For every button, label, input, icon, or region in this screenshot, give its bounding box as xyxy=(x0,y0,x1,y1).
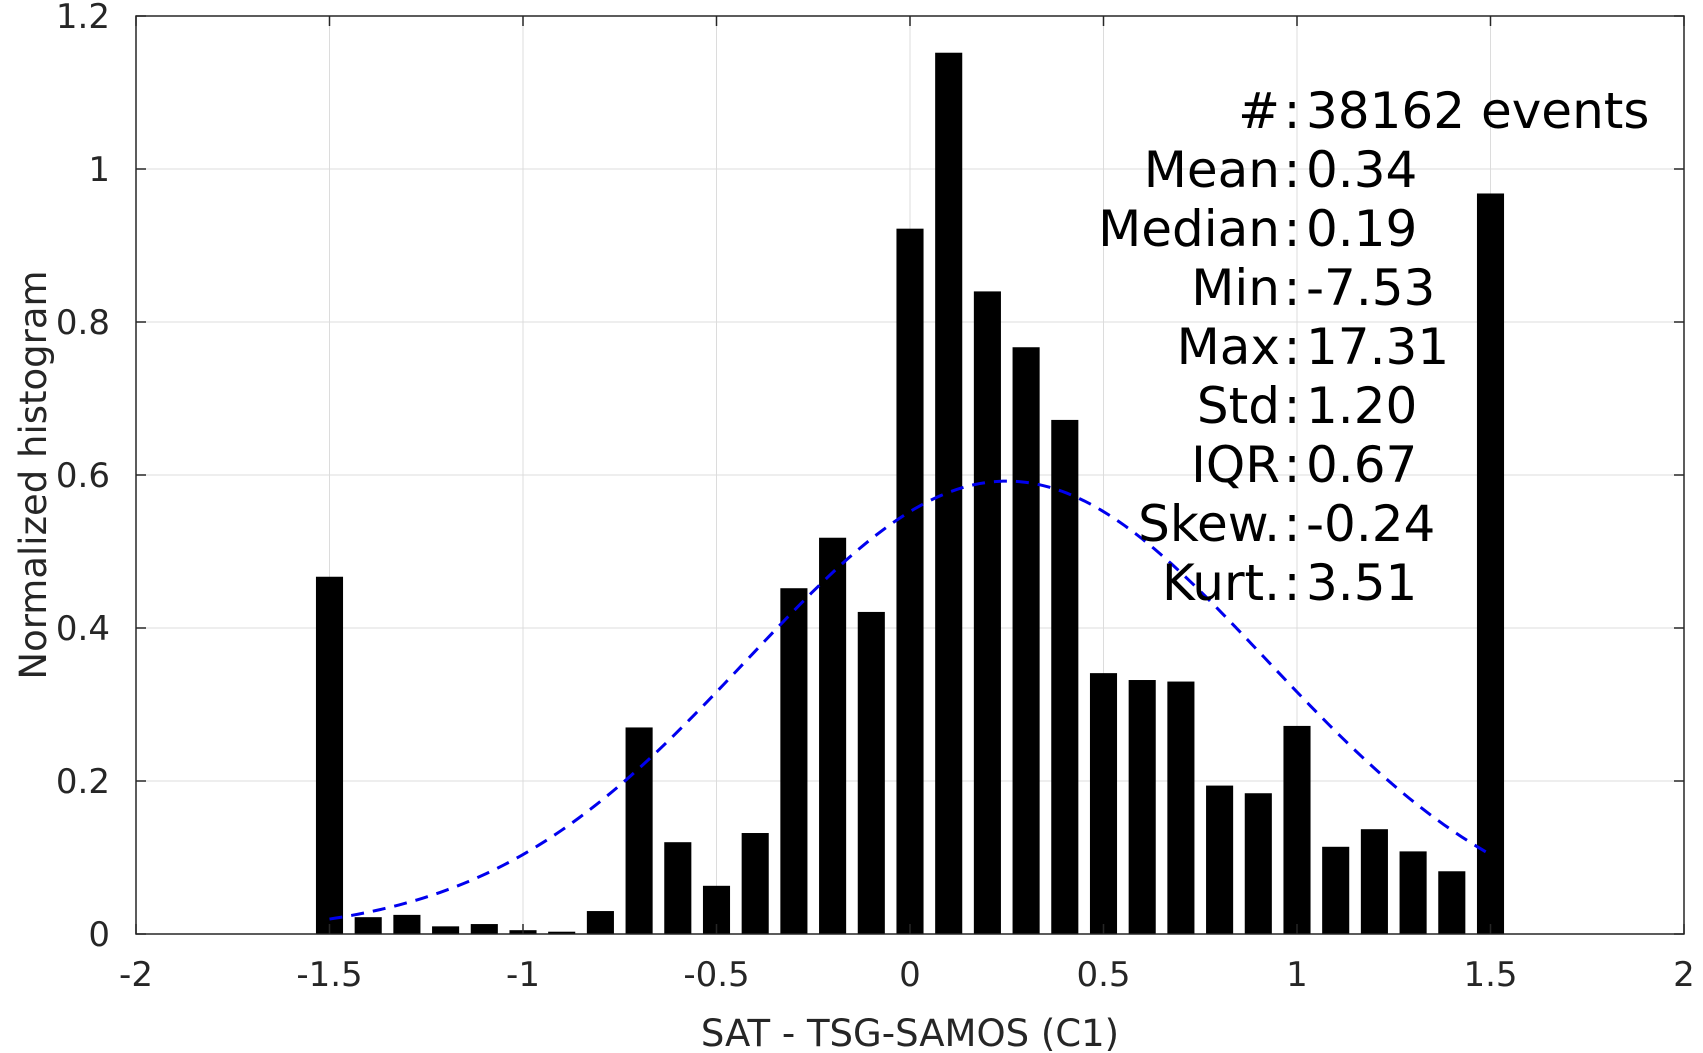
x-tick-label: -0.5 xyxy=(683,955,749,995)
histogram-bar xyxy=(741,833,769,934)
histogram-bar xyxy=(1012,347,1040,934)
stat-row: Median:0.19 xyxy=(1098,200,1417,258)
bar-series xyxy=(315,52,1505,935)
stat-value: -7.53 xyxy=(1306,259,1435,317)
stat-row: Skew.: -0.24 xyxy=(1138,495,1435,553)
histogram-bar xyxy=(315,576,344,934)
histogram-bar xyxy=(548,931,576,934)
stat-row: Std:1.20 xyxy=(1197,377,1417,435)
stat-colon: : xyxy=(1284,259,1301,317)
histogram-bar xyxy=(1360,829,1388,934)
histogram-bar xyxy=(1167,681,1195,934)
x-tick-label: 2 xyxy=(1673,955,1695,995)
stat-value: -0.24 xyxy=(1306,495,1435,553)
histogram-bar xyxy=(857,611,885,934)
stat-row: Mean:0.34 xyxy=(1144,141,1418,199)
x-tick-labels: -2 -1.5 -1 -0.5 0 0.5 1 1.5 2 xyxy=(119,955,1695,995)
y-tick-label: 0 xyxy=(88,915,110,955)
stat-label: IQR xyxy=(1191,436,1280,494)
histogram-bar xyxy=(1399,851,1427,934)
fit-curve-dashed xyxy=(329,479,1492,921)
x-tick-label: 1.5 xyxy=(1463,955,1517,995)
stat-colon: : xyxy=(1284,318,1301,376)
histogram-bar xyxy=(664,842,692,934)
histogram-bar xyxy=(973,291,1001,934)
stat-value: 0.19 xyxy=(1306,200,1417,258)
x-tick-label: -1 xyxy=(506,955,540,995)
stat-label: Kurt. xyxy=(1162,554,1280,612)
x-tick-label: -1.5 xyxy=(296,955,362,995)
histogram-bar xyxy=(1051,419,1079,934)
histogram-bar xyxy=(1089,673,1118,934)
stat-colon: : xyxy=(1284,200,1301,258)
y-tick-label: 0.2 xyxy=(56,762,110,802)
stat-value: 1.20 xyxy=(1306,377,1417,435)
histogram-bar xyxy=(1476,193,1505,935)
stat-label: Std xyxy=(1197,377,1280,435)
x-tick-label: 0 xyxy=(899,955,921,995)
stat-row: Kurt.:3.51 xyxy=(1162,554,1417,612)
histogram-bar xyxy=(780,588,808,934)
stat-label: Median xyxy=(1098,200,1280,258)
stat-value: 38162 events xyxy=(1306,82,1649,140)
y-tick-labels: 0 0.2 0.4 0.6 0.8 1 1.2 xyxy=(56,0,110,955)
stat-row: Min: -7.53 xyxy=(1191,259,1435,317)
stat-value: 17.31 xyxy=(1306,318,1449,376)
stat-label: Skew. xyxy=(1138,495,1280,553)
x-axis-label: SAT - TSG-SAMOS (C1) xyxy=(701,1012,1119,1053)
histogram-bar xyxy=(1283,725,1311,934)
y-tick-label: 0.4 xyxy=(56,609,110,649)
stat-value: 0.34 xyxy=(1306,141,1417,199)
stat-row: # :38162 events xyxy=(1238,82,1649,140)
y-axis-label: Normalized histogram xyxy=(12,270,55,679)
stat-row: Max:17.31 xyxy=(1177,318,1450,376)
x-tick-label: 1 xyxy=(1286,955,1308,995)
histogram-bar xyxy=(1244,793,1272,934)
stat-colon: : xyxy=(1284,495,1301,553)
x-tick-label: -2 xyxy=(119,955,153,995)
histogram-bar xyxy=(1322,846,1350,934)
histogram-bar xyxy=(1128,680,1156,934)
histogram-bar xyxy=(432,926,460,934)
histogram-bar xyxy=(393,914,421,934)
stat-row: IQR:0.67 xyxy=(1191,436,1417,494)
histogram-bar xyxy=(896,228,924,935)
histogram-bar xyxy=(1206,785,1234,934)
axis-ticks xyxy=(135,15,1685,935)
stat-colon: : xyxy=(1284,141,1301,199)
histogram-bar xyxy=(1438,871,1466,934)
stat-colon: : xyxy=(1284,377,1301,435)
stat-label: Max xyxy=(1177,318,1280,376)
histogram-bar xyxy=(354,917,382,934)
stat-value: 0.67 xyxy=(1306,436,1417,494)
y-tick-label: 1.2 xyxy=(56,0,110,37)
stat-label: Mean xyxy=(1144,141,1280,199)
histogram-bar xyxy=(935,52,963,935)
histogram-bar xyxy=(470,924,498,934)
histogram-bar xyxy=(586,911,614,934)
stat-colon: : xyxy=(1284,554,1301,612)
histogram-bar xyxy=(819,537,847,934)
stat-label: # xyxy=(1238,82,1280,140)
y-tick-label: 1 xyxy=(88,150,110,190)
y-tick-label: 0.6 xyxy=(56,456,110,496)
stat-label: Min xyxy=(1191,259,1280,317)
x-tick-label: 0.5 xyxy=(1076,955,1130,995)
y-tick-label: 0.8 xyxy=(56,303,110,343)
stat-colon: : xyxy=(1284,436,1301,494)
stat-value: 3.51 xyxy=(1306,554,1417,612)
stat-colon: : xyxy=(1284,82,1301,140)
